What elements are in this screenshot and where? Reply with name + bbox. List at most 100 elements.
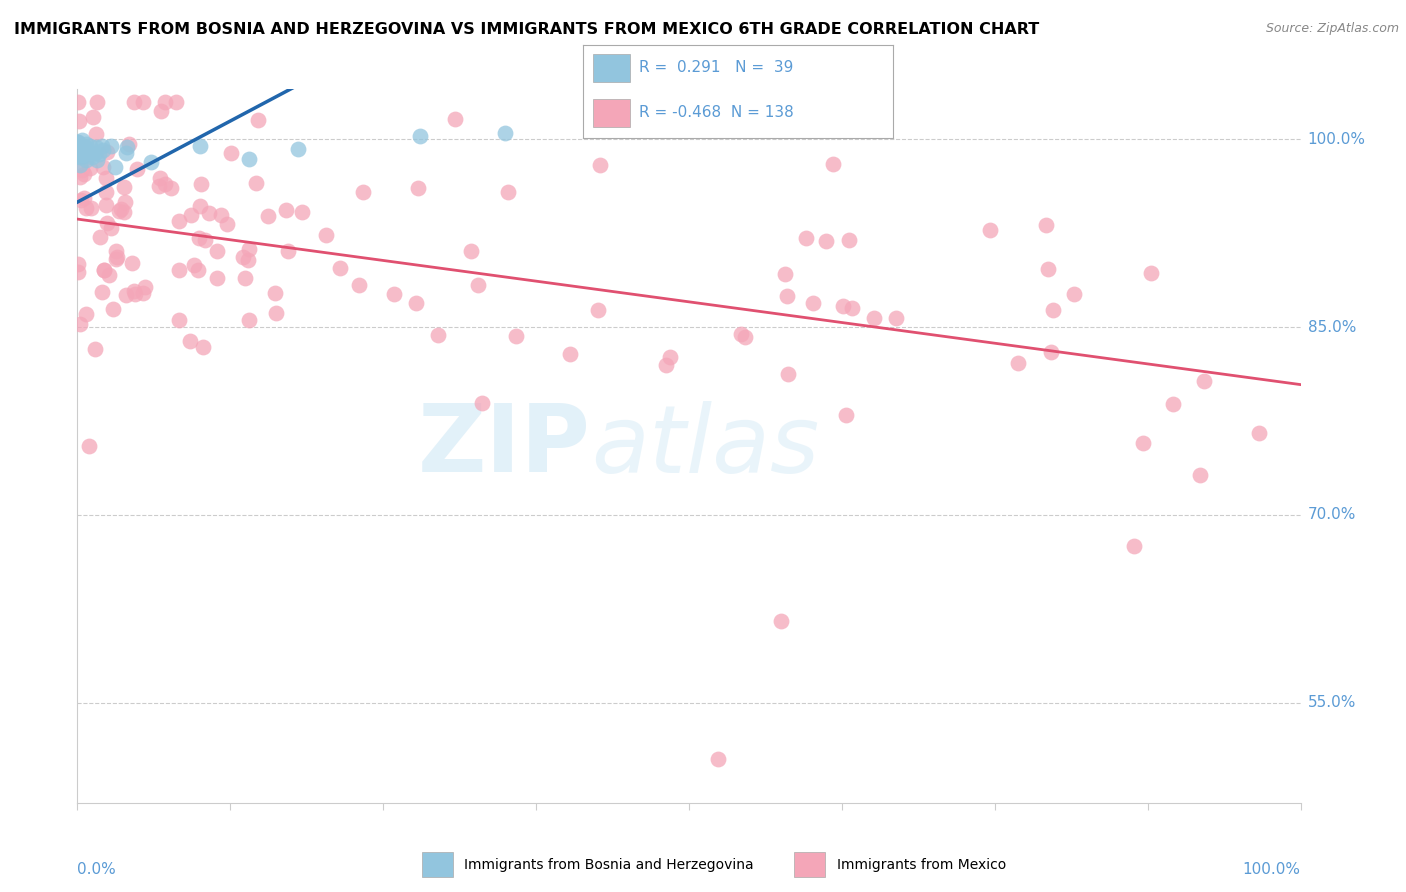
Point <box>66 257 89 271</box>
Point <box>98 268 121 282</box>
Point <box>238 242 260 256</box>
Point <box>382 287 405 301</box>
Point <box>1035 218 1057 232</box>
Text: R =  0.291   N =  39: R = 0.291 N = 39 <box>640 60 793 75</box>
Point <box>150 103 173 118</box>
Text: R = -0.468  N = 138: R = -0.468 N = 138 <box>640 105 794 120</box>
Point <box>112 180 135 194</box>
Point <box>114 194 136 209</box>
Point <box>198 206 221 220</box>
Point <box>1139 266 1161 280</box>
Point <box>110 202 132 216</box>
Text: IMMIGRANTS FROM BOSNIA AND HERZEGOVINA VS IMMIGRANTS FROM MEXICO 6TH GRADE CORRE: IMMIGRANTS FROM BOSNIA AND HERZEGOVINA V… <box>14 22 1039 37</box>
Point <box>73 192 96 206</box>
Point <box>263 285 285 300</box>
Text: Immigrants from Mexico: Immigrants from Mexico <box>837 858 1005 872</box>
Point <box>467 278 489 293</box>
Point <box>96 145 118 160</box>
Point <box>205 270 228 285</box>
Point <box>180 208 202 222</box>
Point <box>247 112 270 127</box>
Point <box>347 277 370 292</box>
Point <box>238 313 260 327</box>
Point <box>1192 374 1215 388</box>
Point <box>257 210 280 224</box>
Point <box>153 95 176 109</box>
Point <box>188 138 211 153</box>
Point <box>69 317 91 331</box>
Point <box>69 170 91 185</box>
Point <box>134 280 156 294</box>
Point <box>287 142 309 156</box>
Point <box>72 144 94 158</box>
Point <box>66 95 89 110</box>
Text: Immigrants from Bosnia and Herzegovina: Immigrants from Bosnia and Herzegovina <box>464 858 754 872</box>
Point <box>104 244 127 258</box>
Point <box>124 95 146 109</box>
Point <box>586 303 609 318</box>
Point <box>72 162 94 177</box>
Point <box>165 95 187 109</box>
Point <box>93 262 115 277</box>
Point <box>815 234 838 248</box>
Point <box>84 342 107 356</box>
Point <box>69 157 91 171</box>
Point <box>409 128 432 143</box>
Point <box>863 310 886 325</box>
Text: atlas: atlas <box>591 401 820 491</box>
Point <box>405 295 427 310</box>
Point <box>77 439 100 453</box>
Point <box>495 126 517 140</box>
Point <box>558 347 581 361</box>
Text: 70.0%: 70.0% <box>1308 508 1355 523</box>
Point <box>460 244 482 259</box>
Point <box>96 198 118 212</box>
Text: 100.0%: 100.0% <box>1308 132 1365 147</box>
Point <box>87 147 110 161</box>
Point <box>72 149 94 163</box>
Point <box>108 204 131 219</box>
Point <box>659 350 682 364</box>
Point <box>149 170 172 185</box>
Point <box>101 301 124 316</box>
Point <box>169 214 191 228</box>
Point <box>67 145 90 159</box>
Point <box>589 158 612 172</box>
Point <box>66 146 89 161</box>
Point <box>132 95 155 109</box>
Point <box>80 201 103 215</box>
Point <box>183 258 205 272</box>
Point <box>100 220 122 235</box>
Point <box>70 133 93 147</box>
Text: 0.0%: 0.0% <box>77 863 117 877</box>
Point <box>188 199 211 213</box>
Point <box>276 202 298 217</box>
Point <box>104 160 127 174</box>
Point <box>84 127 107 141</box>
Point <box>264 306 287 320</box>
Point <box>132 285 155 300</box>
Point <box>236 253 259 268</box>
Point <box>1042 303 1064 318</box>
Text: 85.0%: 85.0% <box>1308 319 1355 334</box>
Point <box>443 112 465 126</box>
Point <box>232 250 254 264</box>
Point <box>191 340 214 354</box>
Point <box>82 150 104 164</box>
Point <box>79 161 101 176</box>
Point <box>75 307 97 321</box>
Point <box>100 138 122 153</box>
Point <box>121 256 143 270</box>
Point <box>734 330 756 344</box>
Point <box>1132 435 1154 450</box>
Point <box>70 194 93 208</box>
Point <box>93 262 115 277</box>
Point <box>831 300 853 314</box>
Text: ZIP: ZIP <box>418 400 591 492</box>
Point <box>139 155 162 169</box>
Point <box>778 367 800 381</box>
Point <box>290 205 312 219</box>
Text: Source: ZipAtlas.com: Source: ZipAtlas.com <box>1265 22 1399 36</box>
Point <box>66 149 89 163</box>
Point <box>75 137 97 152</box>
